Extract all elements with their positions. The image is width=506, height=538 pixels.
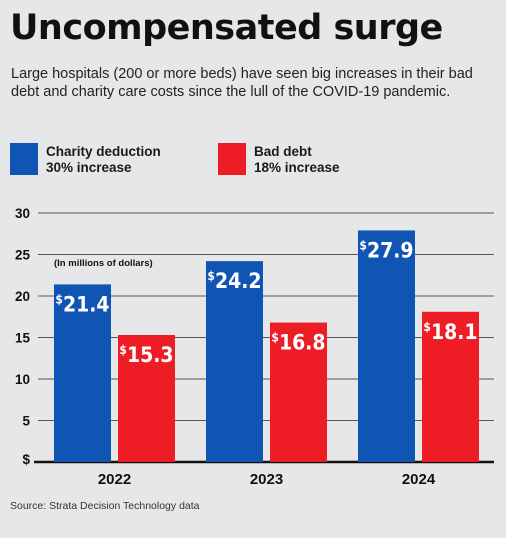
bar-charity-deduction-2023 <box>206 261 263 462</box>
bar-charity-deduction-2024 <box>358 230 415 462</box>
data-label-bad-debt-2024: $18.1 <box>423 320 477 344</box>
source-note: Source: Strata Decision Technology data <box>10 500 200 512</box>
bar-bad-debt-2022 <box>118 335 175 462</box>
x-tick-label-2023: 2023 <box>250 471 283 488</box>
legend-label-bad-debt: Bad debt <box>254 144 312 159</box>
legend-label-charity: Charity deduction <box>46 144 161 159</box>
bar-bad-debt-2023 <box>270 322 327 462</box>
y-tick-label-1: 5 <box>22 414 30 429</box>
legend-note-charity: 30% increase <box>46 160 132 175</box>
y-tick-label-6: 30 <box>15 206 30 221</box>
chart-subtitle: Large hospitals (200 or more beds) have … <box>11 66 473 100</box>
data-label-charity-deduction-2023: $24.2 <box>207 269 261 293</box>
bar-charity-deduction-2022 <box>54 284 111 462</box>
legend-swatch-charity <box>10 143 38 175</box>
data-label-charity-deduction-2024: $27.9 <box>359 238 413 262</box>
data-label-charity-deduction-2022: $21.4 <box>55 292 109 316</box>
legend-note-bad-debt: 18% increase <box>254 160 340 175</box>
chart-title: Uncompensated surge <box>10 8 443 48</box>
legend-text-bad-debt: Bad debt 18% increase <box>254 144 340 176</box>
data-label-bad-debt-2022: $15.3 <box>119 343 173 367</box>
y-tick-label-5: 25 <box>15 248 31 263</box>
y-tick-label-0: $ <box>22 452 30 467</box>
x-tick-label-2022: 2022 <box>98 471 131 488</box>
y-tick-label-4: 20 <box>15 289 30 304</box>
legend-swatch-bad-debt <box>218 143 246 175</box>
legend-text-charity: Charity deduction 30% increase <box>46 144 161 176</box>
data-label-bad-debt-2023: $16.8 <box>271 331 325 355</box>
x-tick-label-2024: 2024 <box>402 471 436 488</box>
y-tick-label-2: 10 <box>15 372 30 387</box>
unit-note: (In millions of dollars) <box>54 258 153 269</box>
y-tick-label-3: 15 <box>15 331 31 346</box>
bar-bad-debt-2024 <box>422 311 479 462</box>
